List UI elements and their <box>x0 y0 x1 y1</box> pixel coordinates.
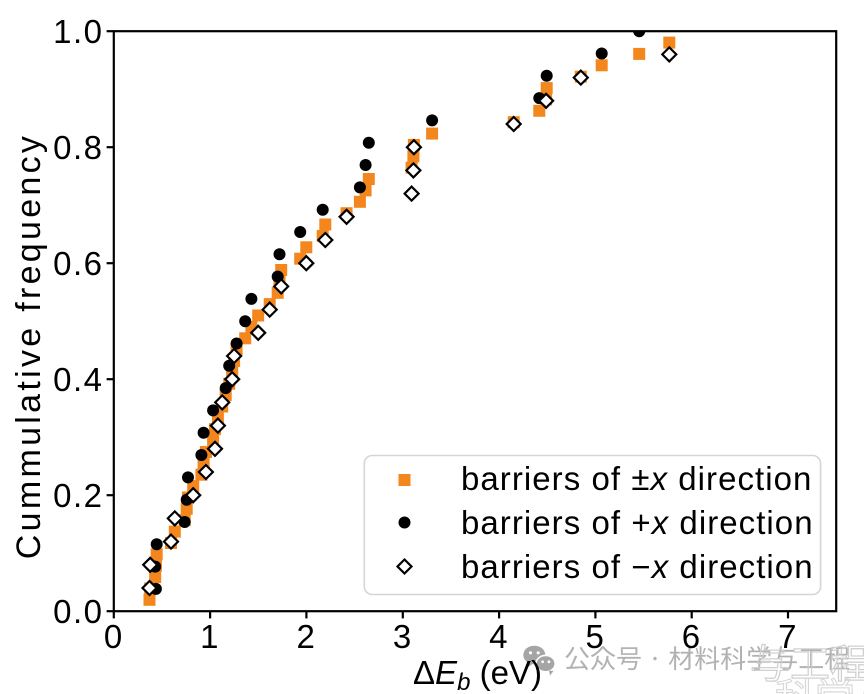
svg-text:1.0: 1.0 <box>53 13 103 50</box>
svg-text:7: 7 <box>778 618 798 655</box>
svg-text:0.6: 0.6 <box>53 245 103 282</box>
svg-text:barriers of −x direction: barriers of −x direction <box>461 548 814 585</box>
svg-text:0: 0 <box>104 618 124 655</box>
svg-text:barriers of +x direction: barriers of +x direction <box>461 504 814 541</box>
svg-text:0.0: 0.0 <box>53 593 103 630</box>
svg-text:1: 1 <box>200 618 220 655</box>
svg-text:0.4: 0.4 <box>53 361 103 398</box>
svg-text:Cummulative frequency: Cummulative frequency <box>10 133 48 559</box>
svg-text:2: 2 <box>296 618 316 655</box>
svg-text:6: 6 <box>682 618 702 655</box>
svg-text:3: 3 <box>393 618 413 655</box>
svg-text:5: 5 <box>585 618 605 655</box>
svg-text:barriers of ±x direction: barriers of ±x direction <box>461 460 812 497</box>
svg-text:ΔEb (eV): ΔEb (eV) <box>413 654 542 694</box>
svg-text:0.2: 0.2 <box>53 477 103 514</box>
svg-text:0.8: 0.8 <box>53 129 103 166</box>
svg-text:4: 4 <box>489 618 509 655</box>
